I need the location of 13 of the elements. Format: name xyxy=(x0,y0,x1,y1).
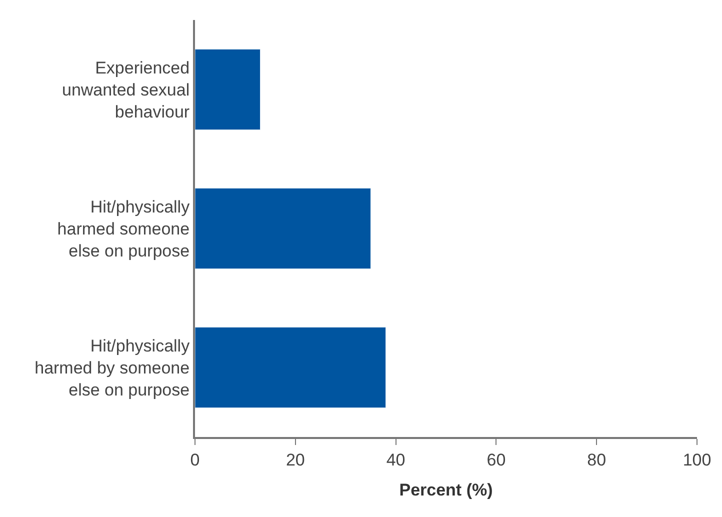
x-tick-label: 60 xyxy=(486,450,506,470)
x-tick-label: 0 xyxy=(190,450,200,470)
y-tick-label: Hit/physically harmed by someone else on purpose xyxy=(34,336,190,400)
x-tick-label: 40 xyxy=(386,450,406,470)
x-tick-label: 20 xyxy=(286,450,305,470)
bar xyxy=(195,48,261,130)
y-tick-label: Experienced unwanted sexual behaviour xyxy=(62,58,190,122)
x-tick-label: 80 xyxy=(587,450,606,470)
bar xyxy=(195,326,386,408)
y-tick-label: Hit/physically harmed someone else on purpose xyxy=(57,197,190,261)
x-axis-title: Percent (%) xyxy=(399,480,493,500)
bar xyxy=(195,188,371,270)
x-tick-label: 100 xyxy=(682,450,712,470)
